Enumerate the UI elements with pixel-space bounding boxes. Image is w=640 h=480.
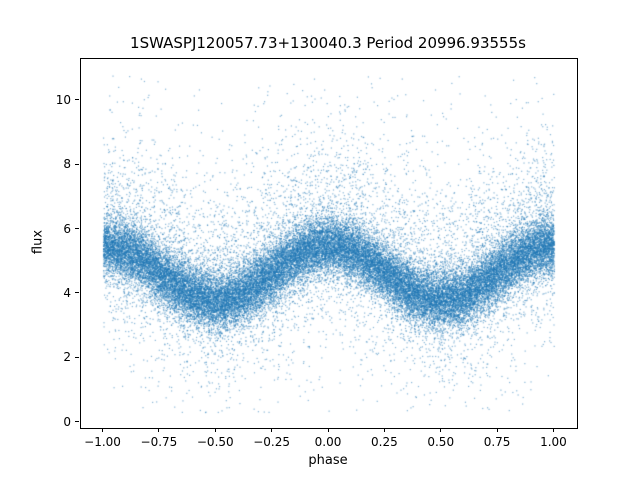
scatter-points [81,59,577,428]
x-tick-mark [440,428,442,432]
x-tick-label: 1.00 [540,435,567,449]
chart-title: 1SWASPJ120057.73+130040.3 Period 20996.9… [130,34,526,52]
x-axis-label: phase [308,453,348,468]
x-tick-label: −1.00 [84,435,121,449]
y-tick-mark [75,163,79,165]
x-tick-mark [271,428,273,432]
y-tick-mark [75,228,79,229]
x-tick-mark [214,428,216,432]
x-tick-mark [158,428,160,432]
x-tick-label: −0.75 [140,435,178,449]
x-tick-mark [552,428,554,432]
y-tick-mark [75,99,79,101]
x-tick-label: 0.25 [371,435,398,449]
y-tick-mark [75,356,79,358]
x-tick-label: 0.00 [314,435,342,449]
x-tick-mark [496,428,498,432]
x-tick-mark [383,428,385,432]
x-tick-label: 0.50 [427,435,455,449]
y-tick-mark [75,421,79,423]
x-tick-label: −0.50 [196,435,234,449]
x-tick-label: 0.75 [483,435,511,449]
y-tick-label: 2 [63,350,71,365]
x-tick-mark [327,428,329,432]
x-tick-mark [102,428,104,432]
y-tick-label: 10 [55,92,71,107]
plot-area [80,58,578,429]
y-tick-label: 8 [63,157,71,172]
y-tick-label: 6 [63,221,71,236]
x-tick-label: −0.25 [253,435,291,449]
y-tick-label: 0 [63,414,71,429]
y-tick-label: 4 [63,285,71,300]
y-tick-mark [75,292,79,294]
